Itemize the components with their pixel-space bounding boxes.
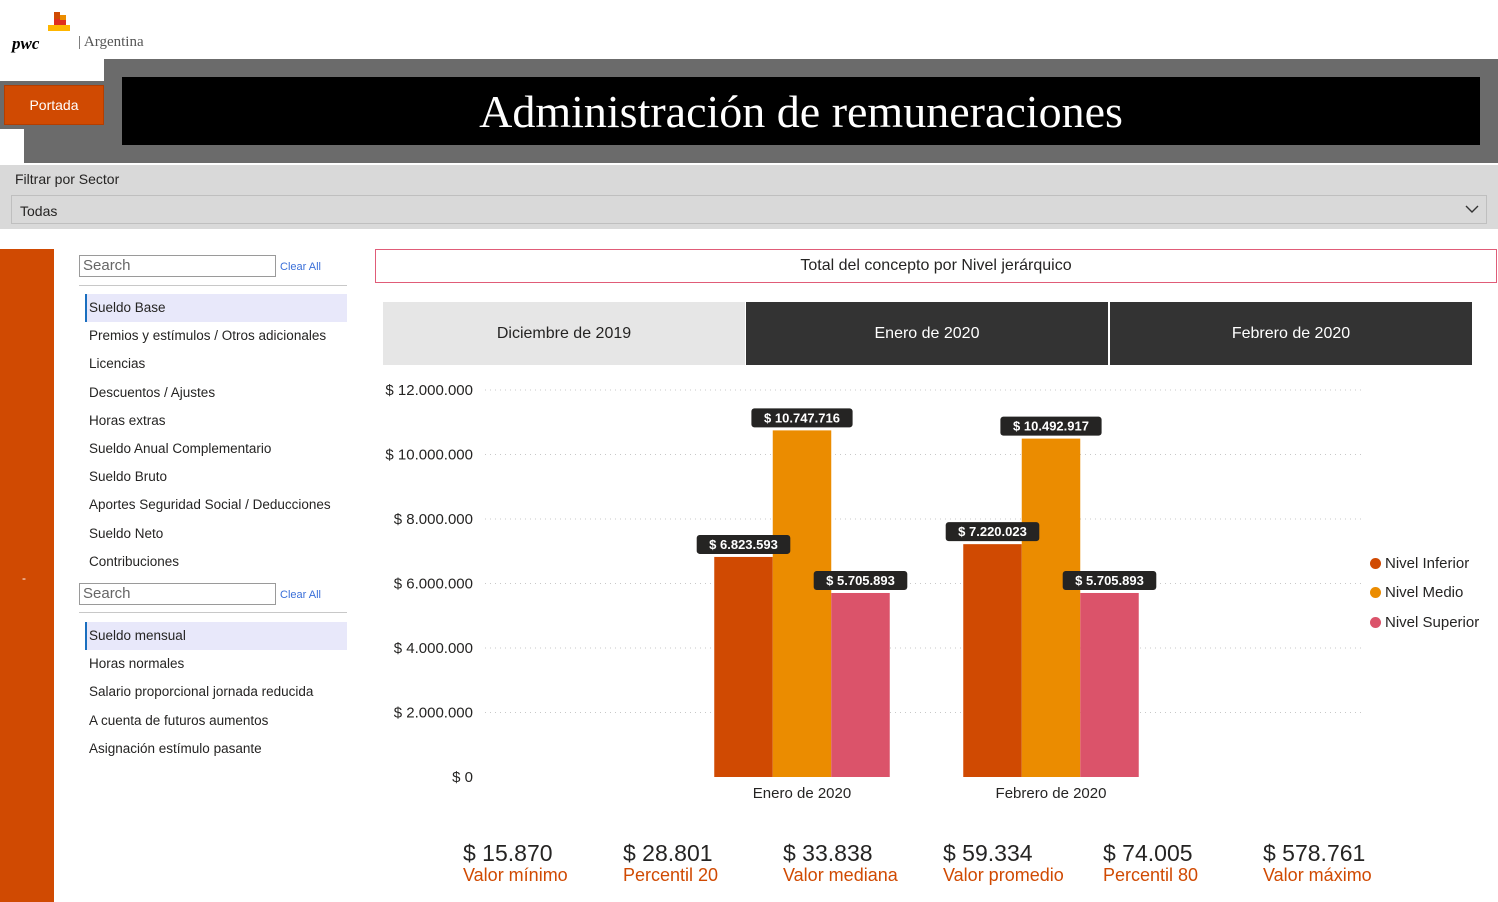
stat-label: Valor mediana	[783, 865, 898, 885]
slicer-item[interactable]: Sueldo mensual	[85, 622, 347, 650]
bar-nivel-superior	[1080, 592, 1139, 777]
legend-nivel-superior[interactable]: Nivel Superior	[1370, 614, 1479, 631]
portada-button[interactable]: Portada	[4, 85, 104, 125]
y-tick-label: $ 0	[452, 769, 473, 786]
slicer-item[interactable]: Licencias	[89, 356, 146, 372]
tab-febrero-2020[interactable]: Febrero de 2020	[1110, 302, 1472, 365]
concept-clear-all-link[interactable]: Clear All	[280, 261, 321, 273]
y-tick-label: $ 6.000.000	[394, 576, 473, 593]
tab-diciembre-2019[interactable]: Diciembre de 2019	[383, 302, 745, 365]
sector-dropdown-value: Todas	[20, 203, 58, 219]
divider	[79, 285, 347, 286]
y-tick-label: $ 2.000.000	[394, 705, 473, 722]
slicer-item[interactable]: Descuentos / Ajustes	[89, 384, 216, 400]
bar-nivel-medio	[772, 430, 832, 777]
page-title: Administración de remuneraciones	[122, 77, 1480, 145]
data-label-bg	[1000, 416, 1102, 436]
stat-value: $ 74.005	[1103, 840, 1193, 866]
legend-label: Nivel Inferior	[1385, 555, 1470, 572]
data-label: $ 6.823.593	[709, 537, 778, 552]
chevron-down-icon[interactable]	[1464, 202, 1480, 216]
data-label-bg	[1062, 570, 1157, 590]
y-tick-label: $ 10.000.000	[385, 447, 473, 464]
filter-label: Filtrar por Sector	[15, 171, 120, 187]
data-label-bg	[751, 408, 853, 428]
y-tick-label: $ 4.000.000	[394, 640, 473, 657]
slicer-item[interactable]: Contribuciones	[89, 553, 180, 569]
stat-value: $ 15.870	[463, 840, 553, 866]
bar-nivel-superior	[831, 592, 890, 777]
slicer-item[interactable]: Sueldo Anual Complementario	[89, 441, 272, 456]
legend-dot	[1370, 617, 1381, 628]
legend-dot	[1370, 587, 1381, 598]
slicer-item[interactable]: Sueldo Bruto	[89, 469, 168, 485]
y-tick-label: $ 8.000.000	[394, 511, 473, 528]
data-label: $ 5.705.893	[1075, 573, 1144, 588]
stat-value: $ 33.838	[783, 840, 873, 866]
bar-nivel-inferior	[963, 544, 1022, 777]
concept-search-input[interactable]: Search	[79, 255, 276, 277]
pwc-logo: pwc	[12, 12, 72, 53]
data-label-bg	[696, 534, 791, 554]
stat-mean: $ 59.334 Valor promedio	[943, 840, 1064, 886]
slicer-item[interactable]: Sueldo Neto	[89, 525, 164, 541]
stat-max: $ 578.761 Valor máximo	[1263, 840, 1372, 886]
stat-min: $ 15.870 Valor mínimo	[463, 840, 568, 886]
x-category-label: Enero de 2020	[753, 785, 851, 802]
legend-nivel-medio[interactable]: Nivel Medio	[1370, 584, 1463, 601]
legend-label: Nivel Medio	[1385, 584, 1464, 601]
legend-dot	[1370, 558, 1381, 569]
stat-label: Valor máximo	[1263, 865, 1372, 885]
slicer-item[interactable]: Asignación estímulo pasante	[89, 740, 262, 756]
stat-label: Percentil 20	[623, 865, 719, 885]
legend-label: Nivel Superior	[1385, 614, 1480, 631]
bar-chart: $ 0 $ 2.000.000 $ 4.000.000 $ 6.000.000 $ 8.…	[385, 382, 1365, 802]
stat-label: Valor mínimo	[463, 865, 568, 885]
pwc-logo-mark	[48, 12, 70, 31]
stat-median: $ 33.838 Valor mediana	[783, 840, 898, 886]
sidebar-marker: -	[22, 571, 26, 585]
slicer-item[interactable]: Horas normales	[89, 656, 185, 672]
data-label-bg	[813, 570, 908, 590]
chart-title: Total del concepto por Nivel jerárquico	[375, 249, 1497, 283]
slicer-item[interactable]: Salario proporcional jornada reducida	[89, 684, 314, 700]
legend-nivel-inferior[interactable]: Nivel Inferior	[1370, 555, 1469, 572]
data-label: $ 5.705.893	[826, 573, 895, 588]
data-label: $ 10.747.716	[764, 410, 840, 425]
stat-label: Valor promedio	[943, 865, 1064, 885]
bar-nivel-medio	[1021, 438, 1081, 777]
stat-value: $ 578.761	[1263, 840, 1366, 866]
slicer-item[interactable]: A cuenta de futuros aumentos	[89, 712, 269, 728]
pwc-logo-text: pwc	[12, 34, 40, 53]
slicer-item[interactable]: Horas extras	[89, 412, 166, 428]
stat-p20: $ 28.801 Percentil 20	[623, 840, 718, 886]
slicer-item[interactable]: Premios y estímulos / Otros adicionales	[89, 328, 327, 344]
subconcept-clear-all-link[interactable]: Clear All	[280, 589, 321, 601]
data-label: $ 10.492.917	[1013, 419, 1089, 434]
subconcept-search-input[interactable]: Search	[79, 583, 276, 605]
slicer-item[interactable]: Aportes Seguridad Social / Deducciones	[89, 497, 331, 513]
data-label: $ 7.220.023	[958, 524, 1027, 539]
stat-value: $ 28.801	[623, 840, 713, 866]
country-label: | Argentina	[78, 34, 144, 50]
y-tick-label: $ 12.000.000	[385, 382, 473, 399]
stat-p80: $ 74.005 Percentil 80	[1103, 840, 1198, 886]
divider	[79, 612, 347, 613]
left-sidebar: -	[0, 249, 54, 902]
sector-dropdown[interactable]: Todas	[11, 195, 1487, 224]
data-label-bg	[945, 522, 1040, 542]
stat-label: Percentil 80	[1103, 865, 1199, 885]
tab-enero-2020[interactable]: Enero de 2020	[746, 302, 1108, 365]
slicer-item[interactable]: Sueldo Base	[85, 294, 347, 322]
x-category-label: Febrero de 2020	[996, 785, 1107, 802]
stat-value: $ 59.334	[943, 840, 1033, 866]
bar-nivel-inferior	[714, 556, 773, 777]
